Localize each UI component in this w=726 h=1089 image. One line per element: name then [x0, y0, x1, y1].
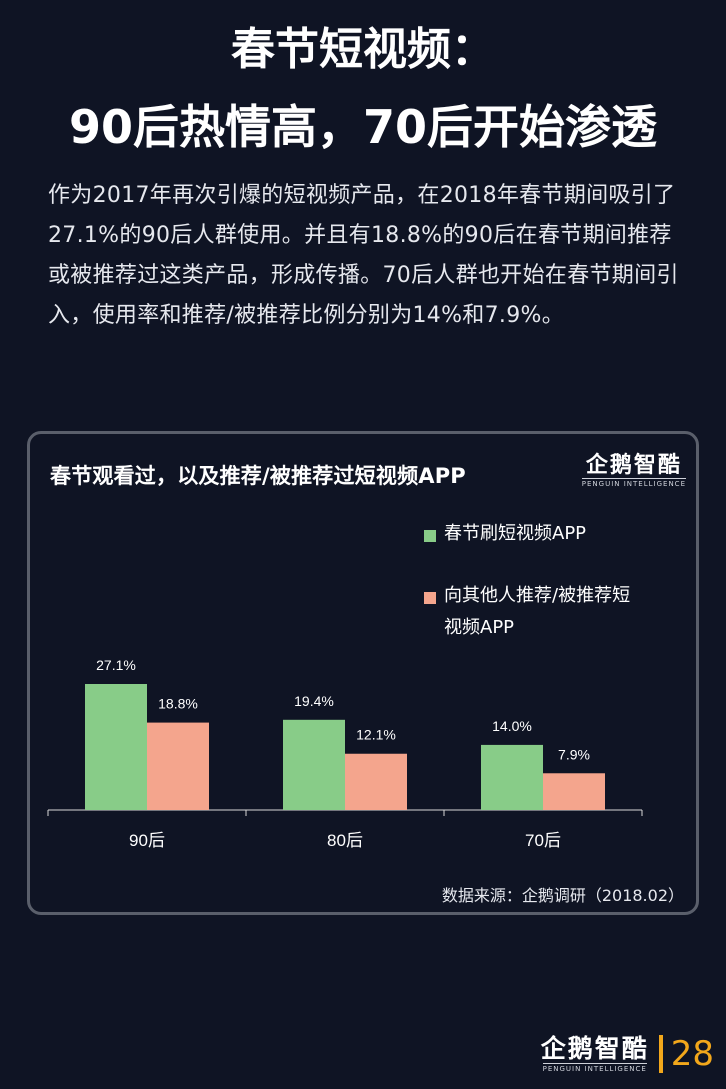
data-label: 12.1%	[356, 727, 396, 743]
chart-card: 春节观看过，以及推荐/被推荐过短视频APP 企鹅智酷 PENGUIN INTEL…	[27, 431, 699, 915]
bar-chart: 90后 27.1% 18.8% 80后 19.4% 12.1% 70后 14.0% 7.9%	[47, 657, 643, 850]
footer-divider	[658, 1035, 663, 1073]
data-label: 18.8%	[158, 696, 198, 712]
bar-series2	[543, 773, 605, 810]
footer-logo: 企鹅智酷 PENGUIN INTELLIGENCE	[541, 1035, 649, 1073]
x-tick-label: 90后	[129, 831, 165, 850]
data-label: 27.1%	[96, 657, 136, 673]
legend-label-series2: 向其他人推荐/被推荐短视频APP	[444, 585, 631, 638]
data-source: 数据来源：企鹅调研（2018.02）	[441, 886, 684, 905]
bar-series1	[85, 684, 147, 810]
legend-item-series2: 向其他人推荐/被推荐短视频APP	[424, 585, 654, 644]
brand-logo: 企鹅智酷 PENGUIN INTELLIGENCE	[581, 452, 686, 488]
legend-label-series1: 春节刷短视频APP	[444, 523, 587, 544]
bar-series2	[345, 753, 407, 810]
page-number: 28	[670, 1034, 714, 1074]
data-label: 14.0%	[492, 718, 532, 734]
footer-logo-name: 企鹅智酷	[540, 1034, 649, 1063]
legend-swatch-series1	[424, 530, 436, 542]
legend-item-series1: 春节刷短视频APP	[424, 523, 664, 550]
page-title-line1: 春节短视频：	[231, 24, 495, 75]
bar-series2	[147, 722, 209, 810]
brand-logo-tagline: PENGUIN INTELLIGENCE	[581, 478, 686, 488]
bar-series1	[283, 719, 345, 810]
page-title-line2: 90后热情高，70后开始渗透	[68, 100, 658, 154]
data-label: 19.4%	[294, 693, 334, 709]
page-footer: 企鹅智酷 PENGUIN INTELLIGENCE 28	[541, 1035, 714, 1073]
intro-paragraph: 作为2017年再次引爆的短视频产品，在2018年春节期间吸引了27.1%的90后…	[48, 183, 679, 328]
footer-logo-tagline: PENGUIN INTELLIGENCE	[542, 1063, 647, 1073]
data-label: 7.9%	[558, 746, 590, 762]
x-tick-label: 70后	[525, 831, 561, 850]
legend-swatch-series2	[424, 592, 436, 604]
x-tick-label: 80后	[327, 831, 363, 850]
brand-logo-name: 企鹅智酷	[585, 452, 682, 478]
bar-series1	[481, 744, 543, 810]
chart-title: 春节观看过，以及推荐/被推荐过短视频APP	[50, 464, 466, 488]
